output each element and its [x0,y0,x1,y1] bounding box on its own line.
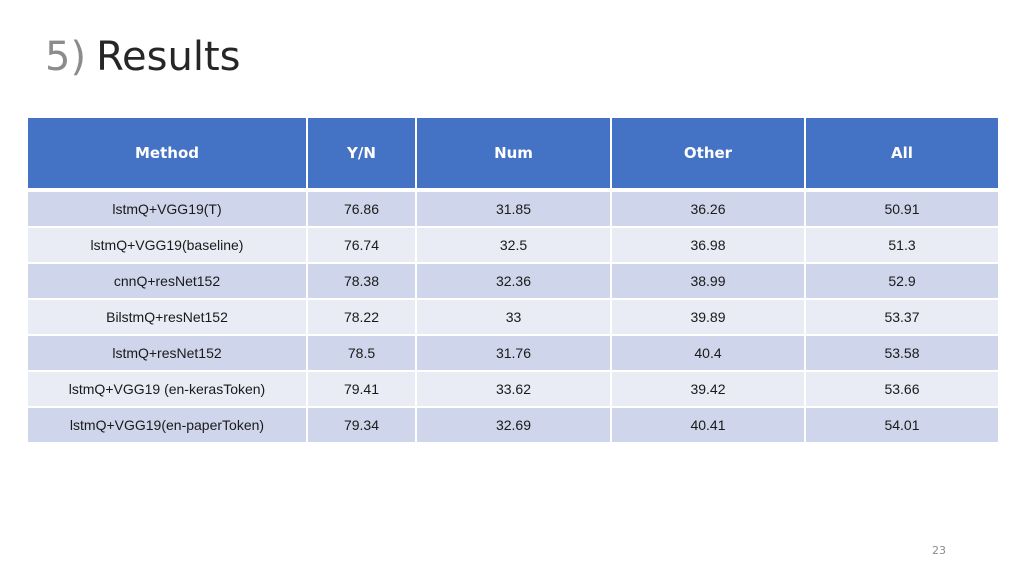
cell-all: 50.91 [804,189,1000,228]
cell-method: lstmQ+VGG19(T) [26,189,308,228]
cell-other: 40.41 [610,406,806,444]
table-row: BilstmQ+resNet152 78.22 33 39.89 53.37 [26,298,1000,336]
cell-all: 53.66 [804,370,1000,408]
header-num: Num [415,116,612,192]
cell-all: 52.9 [804,262,1000,300]
cell-yn: 79.34 [306,406,417,444]
cell-all: 53.37 [804,298,1000,336]
table-row: cnnQ+resNet152 78.38 32.36 38.99 52.9 [26,262,1000,300]
cell-num: 33.62 [415,370,612,408]
cell-method: lstmQ+VGG19 (en-kerasToken) [26,370,308,408]
slide-title-text: Results [96,34,241,80]
cell-yn: 78.22 [306,298,417,336]
slide-title: 5) Results [45,28,241,86]
cell-all: 54.01 [804,406,1000,444]
table-row: lstmQ+VGG19(baseline) 76.74 32.5 36.98 5… [26,226,1000,264]
header-other: Other [610,116,806,192]
cell-yn: 76.74 [306,226,417,264]
header-all: All [804,116,1000,192]
cell-num: 33 [415,298,612,336]
cell-method: lstmQ+resNet152 [26,334,308,372]
cell-other: 36.26 [610,189,806,228]
header-row: Method Y/N Num Other All [26,116,1000,192]
cell-yn: 78.38 [306,262,417,300]
cell-method: lstmQ+VGG19(en-paperToken) [26,406,308,444]
cell-yn: 79.41 [306,370,417,408]
cell-yn: 78.5 [306,334,417,372]
cell-num: 31.85 [415,189,612,228]
table-row: lstmQ+resNet152 78.5 31.76 40.4 53.58 [26,334,1000,372]
header-yn: Y/N [306,116,417,192]
cell-num: 31.76 [415,334,612,372]
cell-num: 32.69 [415,406,612,444]
header-method: Method [26,116,308,192]
table-row: lstmQ+VGG19(T) 76.86 31.85 36.26 50.91 [26,189,1000,228]
cell-other: 39.89 [610,298,806,336]
cell-other: 36.98 [610,226,806,264]
results-table: Method Y/N Num Other All lstmQ+VGG19(T) … [26,116,1000,444]
table-row: lstmQ+VGG19 (en-kerasToken) 79.41 33.62 … [26,370,1000,408]
cell-yn: 76.86 [306,189,417,228]
cell-num: 32.5 [415,226,612,264]
cell-all: 53.58 [804,334,1000,372]
cell-method: cnnQ+resNet152 [26,262,308,300]
cell-method: BilstmQ+resNet152 [26,298,308,336]
cell-other: 38.99 [610,262,806,300]
cell-num: 32.36 [415,262,612,300]
page-number: 23 [932,544,946,557]
slide-title-number: 5) [45,34,87,80]
cell-method: lstmQ+VGG19(baseline) [26,226,308,264]
cell-all: 51.3 [804,226,1000,264]
cell-other: 39.42 [610,370,806,408]
cell-other: 40.4 [610,334,806,372]
table-row: lstmQ+VGG19(en-paperToken) 79.34 32.69 4… [26,406,1000,444]
